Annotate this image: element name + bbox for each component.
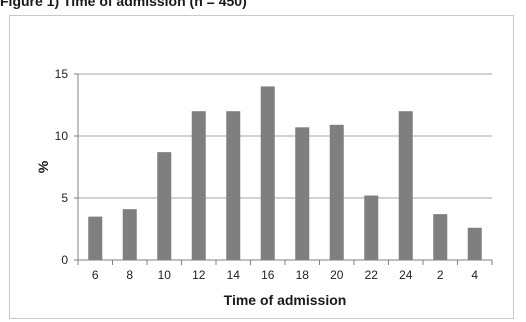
bar-4 bbox=[467, 227, 482, 260]
x-axis-title: Time of admission bbox=[224, 292, 347, 308]
bar-14 bbox=[226, 111, 241, 260]
x-tick-label: 4 bbox=[471, 268, 478, 282]
bar-22 bbox=[364, 195, 379, 260]
x-tick-label: 22 bbox=[365, 268, 379, 282]
x-tick-label: 8 bbox=[126, 268, 133, 282]
x-tick-label: 18 bbox=[296, 268, 310, 282]
x-tick-label: 16 bbox=[261, 268, 275, 282]
y-axis-title: % bbox=[35, 160, 51, 173]
axes bbox=[74, 73, 493, 265]
x-tick-label: 6 bbox=[92, 268, 99, 282]
x-tick-label: 14 bbox=[227, 268, 241, 282]
bar-12 bbox=[191, 111, 206, 260]
bar-20 bbox=[329, 124, 344, 260]
y-tick-label: 15 bbox=[55, 67, 69, 81]
bars bbox=[88, 86, 482, 261]
figure-title: Figure 1) Time of admission (n = 450) bbox=[0, 0, 247, 9]
bar-24 bbox=[398, 111, 413, 260]
bar-18 bbox=[295, 127, 310, 260]
x-tick-labels: 6 8 10 12 14 16 18 20 22 24 2 4 bbox=[92, 268, 479, 282]
y-tick-label: 0 bbox=[61, 253, 68, 267]
bar-10 bbox=[157, 152, 172, 260]
bar-2 bbox=[433, 214, 448, 260]
bar-6 bbox=[88, 216, 103, 260]
x-tick-label: 20 bbox=[330, 268, 344, 282]
x-tick-label: 12 bbox=[192, 268, 206, 282]
y-tick-label: 5 bbox=[61, 191, 68, 205]
x-tick-label: 24 bbox=[399, 268, 413, 282]
x-tick-label: 2 bbox=[437, 268, 444, 282]
gridlines bbox=[78, 73, 492, 199]
x-tick-label: 10 bbox=[158, 268, 172, 282]
bar-16 bbox=[260, 86, 275, 261]
y-tick-label: 10 bbox=[55, 129, 69, 143]
y-tick-labels: 0 5 10 15 bbox=[55, 67, 69, 267]
bar-8 bbox=[122, 209, 137, 260]
